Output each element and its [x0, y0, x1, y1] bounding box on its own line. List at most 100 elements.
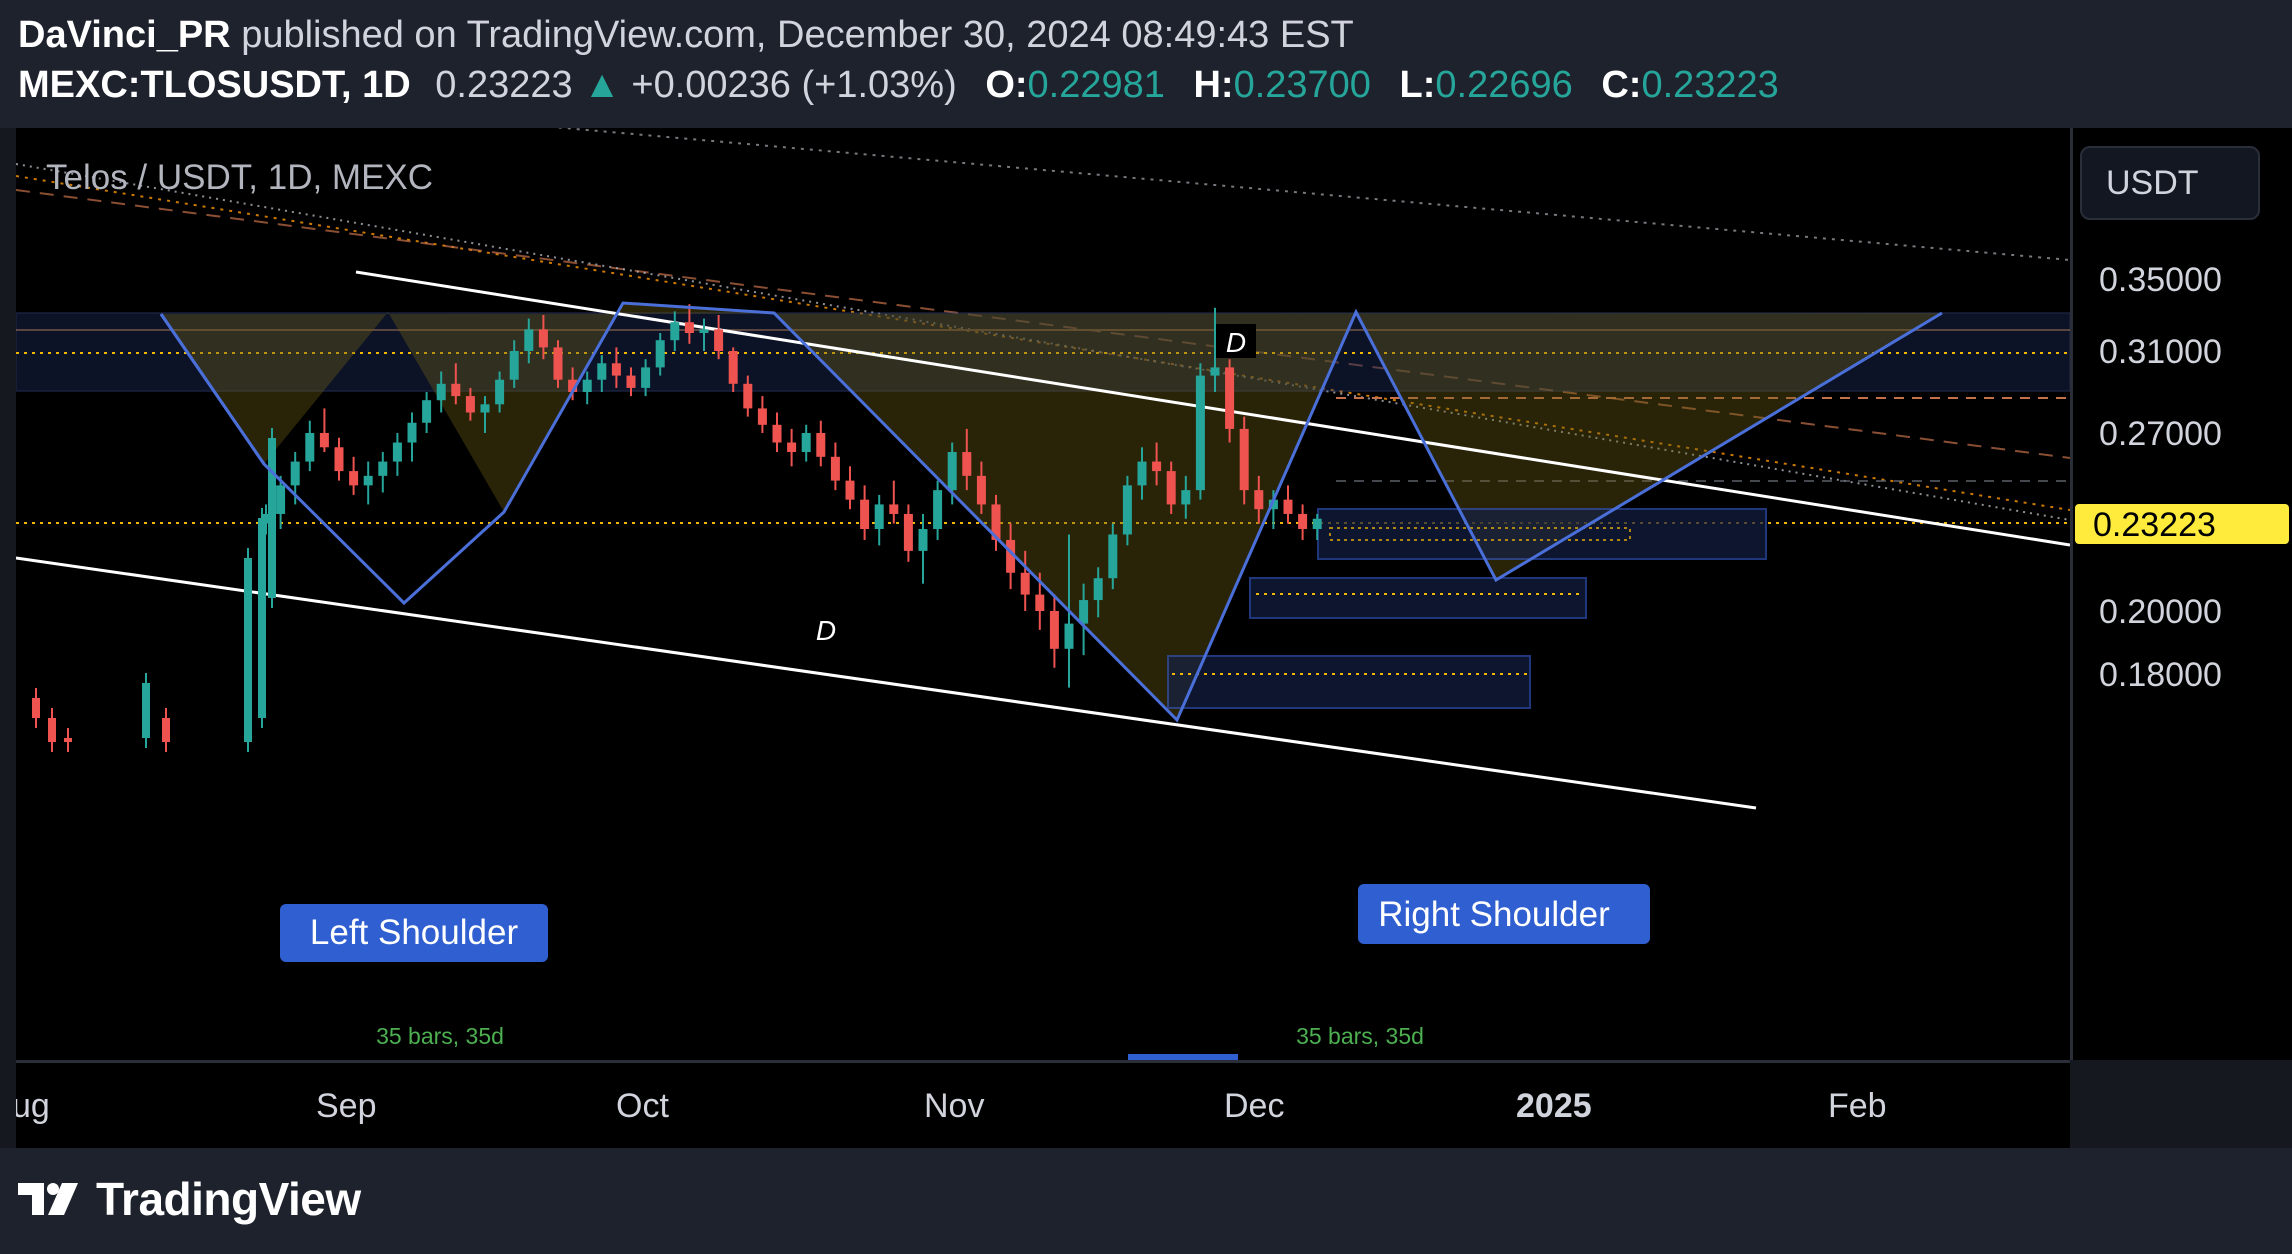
candle-body [1006, 539, 1016, 573]
candle-body [407, 422, 417, 443]
candle-body [1064, 623, 1074, 649]
chart-canvas[interactable]: D D Left Shoulder Right Shoulder 35 bars… [15, 121, 2071, 1060]
candle-body [699, 329, 709, 333]
price-axis-canvas: 0.400000.350000.310000.270000.200000.180… [2075, 182, 2289, 694]
published-text: published on TradingView.com, December 3… [241, 14, 1354, 56]
white-dotted-trendline[interactable] [15, 163, 2071, 521]
up-triangle-icon: ▲ [583, 64, 621, 106]
price-axis[interactable]: 0.400000.350000.310000.270000.200000.180… [2070, 128, 2292, 1060]
left-shoulder-label-bg[interactable] [280, 904, 548, 962]
tradingview-logo[interactable]: TradingView [18, 1172, 361, 1226]
trendline-label-upper: D [1226, 327, 1246, 358]
candle-body [290, 461, 300, 486]
candle-body [582, 379, 592, 392]
candle-body [1195, 375, 1205, 491]
candle-body [874, 504, 884, 530]
candle-body [276, 485, 286, 514]
candle-body [1225, 367, 1235, 429]
candle-body [258, 518, 266, 718]
price-tick-label: 0.31000 [2099, 333, 2222, 371]
candle-body [392, 442, 402, 462]
bars-count-left: 35 bars, 35d [376, 1023, 504, 1049]
open-label: O: [985, 64, 1028, 106]
currency-button[interactable]: USDT [2080, 146, 2260, 220]
candle-body [889, 504, 899, 514]
price-tick-label: 0.18000 [2099, 656, 2222, 694]
dashed-trendline[interactable] [15, 189, 2071, 459]
candle-body [1152, 461, 1162, 472]
candle-body [860, 499, 870, 530]
lower-trendline[interactable] [15, 556, 1757, 810]
chart-legend-title[interactable]: Telos / USDT, 1D, MEXC [46, 158, 434, 197]
pattern-fill [161, 303, 1942, 720]
price-tick-label: 0.35000 [2099, 261, 2222, 299]
current-price-label: 0.23223 [2093, 506, 2216, 544]
candle-body [319, 433, 329, 448]
candle-body [1049, 611, 1059, 649]
pattern-outline[interactable] [159, 301, 1943, 723]
bars-count-right: 35 bars, 35d [1296, 1023, 1424, 1049]
candle-body [611, 363, 621, 376]
candle-body [757, 408, 767, 425]
candle-body [1283, 499, 1293, 514]
candle-body [162, 718, 170, 742]
candle-body [1298, 513, 1308, 530]
time-tick-label: 2025 [1516, 1087, 1592, 1125]
author-name[interactable]: DaVinci_PR [18, 14, 231, 56]
candle-body [436, 383, 446, 401]
candle-body [991, 504, 1001, 540]
candle-body [378, 461, 388, 476]
last-price: 0.23223 [435, 64, 573, 106]
candle-body [903, 513, 913, 551]
candle-body [1035, 594, 1045, 611]
candle-body [1137, 461, 1147, 486]
candle-body [509, 351, 519, 380]
candle-body [933, 490, 943, 530]
left-shoulder-label: Left Shoulder [310, 913, 519, 952]
tradingview-logo-icon [18, 1183, 78, 1215]
support-box-middle[interactable] [1249, 577, 1587, 619]
candle-body [524, 329, 534, 351]
symbol-name[interactable]: MEXC:TLOSUSDT, 1D [18, 64, 411, 106]
low-value: 0.22696 [1435, 64, 1573, 106]
time-tick-label: Sep [316, 1087, 377, 1125]
price-tick-label: 0.27000 [2099, 415, 2222, 453]
close-label: C: [1601, 64, 1642, 106]
right-shoulder-label-bg[interactable] [1358, 884, 1650, 944]
candle-body [714, 329, 724, 351]
candle-body [1181, 490, 1191, 505]
candle-body [728, 351, 738, 384]
publish-info-line: DaVinci_PR published on TradingView.com,… [18, 14, 1354, 57]
time-axis[interactable]: ug Sep Oct Nov Dec 2025 Feb [12, 1060, 2070, 1148]
high-label: H: [1193, 64, 1234, 106]
candle-body [48, 718, 56, 742]
chart-pane[interactable]: D D Left Shoulder Right Shoulder 35 bars… [15, 121, 2071, 1060]
candle-body [1210, 367, 1220, 376]
candle-body [743, 383, 753, 409]
candle-body [538, 329, 548, 348]
candles-group [32, 304, 1322, 752]
candle-body [947, 452, 957, 491]
candle-body [918, 529, 928, 551]
time-tick-label: Feb [1828, 1087, 1887, 1125]
candle-body [641, 367, 651, 388]
time-marker [1128, 1054, 1238, 1060]
candle-body [32, 698, 40, 718]
candle-body [962, 452, 972, 476]
right-shoulder-label: Right Shoulder [1378, 895, 1610, 934]
support-box-upper[interactable] [1317, 508, 1767, 560]
grey-dotted-trendline[interactable] [495, 121, 2071, 261]
candle-body [801, 433, 811, 453]
candle-body [349, 471, 359, 486]
candle-body [363, 475, 373, 486]
candle-body [268, 438, 276, 598]
time-tick-label: ug [16, 1087, 50, 1125]
candle-body [626, 375, 636, 388]
candle-body [142, 683, 150, 738]
current-price-badge [2075, 504, 2289, 544]
upper-trendline[interactable] [355, 270, 2071, 547]
candle-body [422, 400, 432, 423]
d-label-bg-lower [806, 612, 846, 646]
support-box-lower[interactable] [1167, 655, 1531, 709]
candle-body [305, 433, 315, 462]
